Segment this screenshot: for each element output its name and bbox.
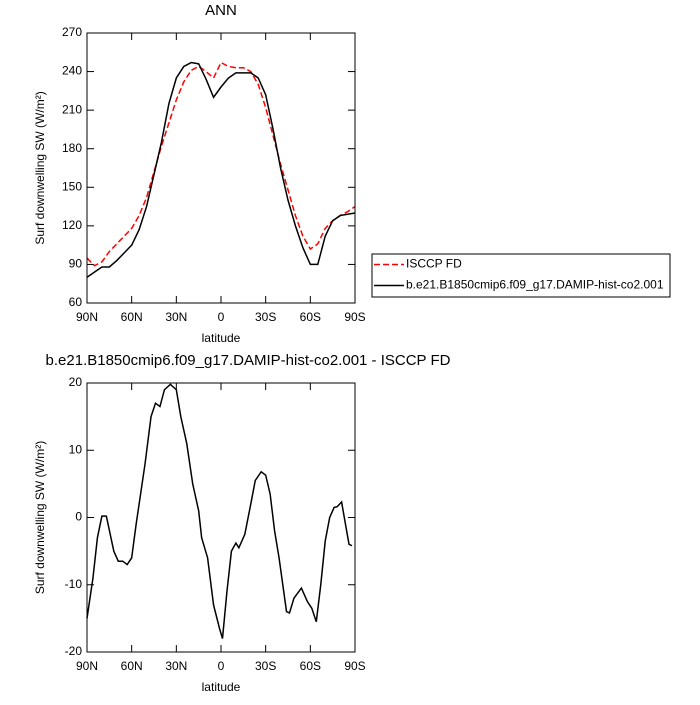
chart-title: ANN [205, 2, 237, 19]
y-tick-label: 240 [62, 64, 82, 78]
y-tick-label: 10 [69, 442, 83, 456]
x-tick-label: 60N [121, 659, 143, 673]
legend-label: b.e21.B1850cmip6.f09_g17.DAMIP-hist-co2.… [406, 278, 664, 292]
x-tick-label: 30S [255, 310, 276, 324]
legend-box [371, 253, 671, 298]
y-tick-label: 90 [69, 257, 83, 271]
series-line [86, 61, 356, 278]
series-line [86, 383, 353, 639]
y-tick-label: -20 [65, 644, 83, 658]
x-tick-label: 60N [121, 310, 143, 324]
series-line [86, 61, 356, 267]
y-tick-label: 210 [62, 102, 82, 116]
y-tick-label: 150 [62, 179, 82, 193]
x-tick-label: 0 [218, 659, 225, 673]
y-tick-label: 60 [69, 295, 83, 309]
plot-frame [86, 382, 356, 653]
y-tick-label: 180 [62, 141, 82, 155]
plot-frame [86, 32, 356, 304]
x-tick-label: 30N [165, 310, 187, 324]
x-tick-label: 90N [76, 659, 98, 673]
legend-label: ISCCP FD [406, 257, 462, 271]
y-tick-label: 270 [62, 25, 82, 39]
x-tick-label: 90S [344, 310, 365, 324]
y-tick-label: 20 [69, 375, 83, 389]
x-tick-label: 60S [300, 659, 321, 673]
x-tick-label: 30S [255, 659, 276, 673]
y-axis-label: Surf downwelling SW (W/m²) [33, 91, 47, 244]
x-tick-label: 0 [218, 310, 225, 324]
y-tick-label: 120 [62, 218, 82, 232]
x-axis-label: latitude [202, 331, 241, 345]
x-axis-label: latitude [202, 680, 241, 694]
x-tick-label: 90S [344, 659, 365, 673]
y-tick-label: 0 [75, 510, 82, 524]
x-tick-label: 30N [165, 659, 187, 673]
y-axis-label: Surf downwelling SW (W/m²) [33, 441, 47, 594]
x-tick-label: 90N [76, 310, 98, 324]
chart-title: b.e21.B1850cmip6.f09_g17.DAMIP-hist-co2.… [46, 352, 451, 369]
x-tick-label: 60S [300, 310, 321, 324]
y-tick-label: -10 [65, 577, 83, 591]
